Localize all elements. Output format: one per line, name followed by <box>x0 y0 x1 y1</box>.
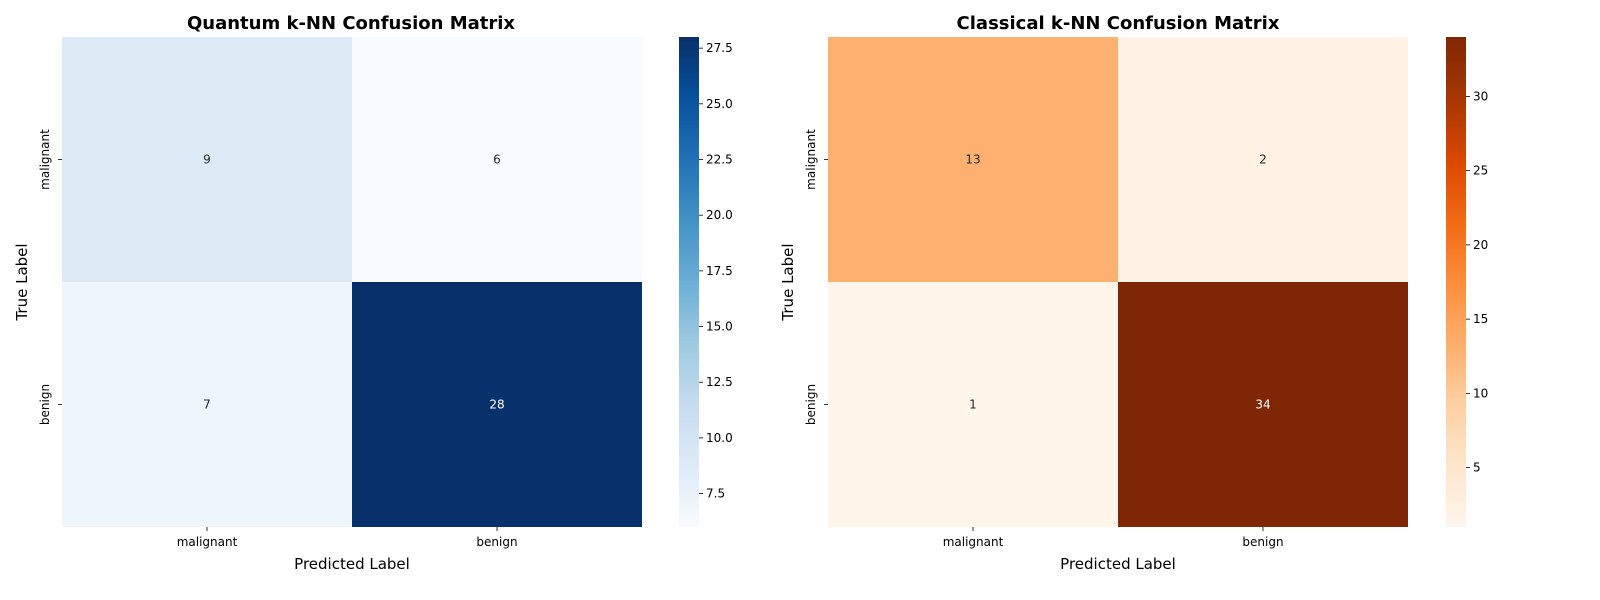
x-tick-label: benign <box>1242 535 1283 549</box>
colorbar-tick-label: 15 <box>1473 312 1488 326</box>
y-axis-label: True Label <box>13 243 31 321</box>
y-tick-label: benign <box>804 384 818 425</box>
colorbar-tick-label: 10.0 <box>706 431 733 445</box>
cell-value-label: 6 <box>493 153 501 167</box>
y-axis-label: True Label <box>779 243 797 321</box>
y-tick-label: malignant <box>38 129 52 190</box>
colorbar-tick-label: 7.5 <box>706 487 725 501</box>
colorbar-tick-label: 22.5 <box>706 153 733 167</box>
x-tick-label: benign <box>476 535 517 549</box>
heatmap-cell <box>1118 37 1408 282</box>
cell-value-label: 9 <box>203 153 211 167</box>
cell-value-label: 7 <box>203 398 211 412</box>
colorbar-tick-label: 5 <box>1473 461 1481 475</box>
chart-title: Classical k-NN Confusion Matrix <box>957 13 1280 34</box>
colorbar-tick-label: 27.5 <box>706 41 733 55</box>
heatmap-cell <box>828 282 1118 527</box>
colorbar-tick-label: 15.0 <box>706 320 733 334</box>
colorbar <box>1446 37 1466 527</box>
x-tick-label: malignant <box>177 535 238 549</box>
colorbar-tick-label: 20.0 <box>706 208 733 222</box>
x-axis-label: Predicted Label <box>1060 555 1176 573</box>
cell-value-label: 1 <box>969 398 977 412</box>
heatmap-cell <box>62 37 352 282</box>
colorbar <box>679 37 699 527</box>
heatmap-panel-2: Classical k-NN Confusion Matrix 13 2 1 34 mal… <box>779 13 1488 573</box>
heatmap-panel-1: Quantum k-NN Confusion Matrix 9 6 7 28 malign… <box>13 13 733 573</box>
colorbar-tick-label: 10 <box>1473 386 1488 400</box>
cell-value-label: 28 <box>489 398 504 412</box>
heatmap-cell <box>1118 282 1408 527</box>
colorbar-tick-label: 20 <box>1473 238 1488 252</box>
y-tick-label: benign <box>38 384 52 425</box>
colorbar-tick-label: 17.5 <box>706 264 733 278</box>
x-tick-label: malignant <box>943 535 1004 549</box>
heatmap-cell <box>352 37 642 282</box>
y-tick-label: malignant <box>804 129 818 190</box>
colorbar-tick-label: 30 <box>1473 89 1488 103</box>
cell-value-label: 2 <box>1259 153 1267 167</box>
cell-value-label: 13 <box>965 153 980 167</box>
cell-value-label: 34 <box>1255 398 1270 412</box>
x-axis-label: Predicted Label <box>294 555 410 573</box>
colorbar-tick-label: 25 <box>1473 164 1488 178</box>
colorbar-tick-label: 12.5 <box>706 375 733 389</box>
chart-title: Quantum k-NN Confusion Matrix <box>187 13 515 34</box>
heatmap-cell <box>352 282 642 527</box>
colorbar-tick-label: 25.0 <box>706 97 733 111</box>
heatmap-cell <box>62 282 352 527</box>
heatmap-cell <box>828 37 1118 282</box>
